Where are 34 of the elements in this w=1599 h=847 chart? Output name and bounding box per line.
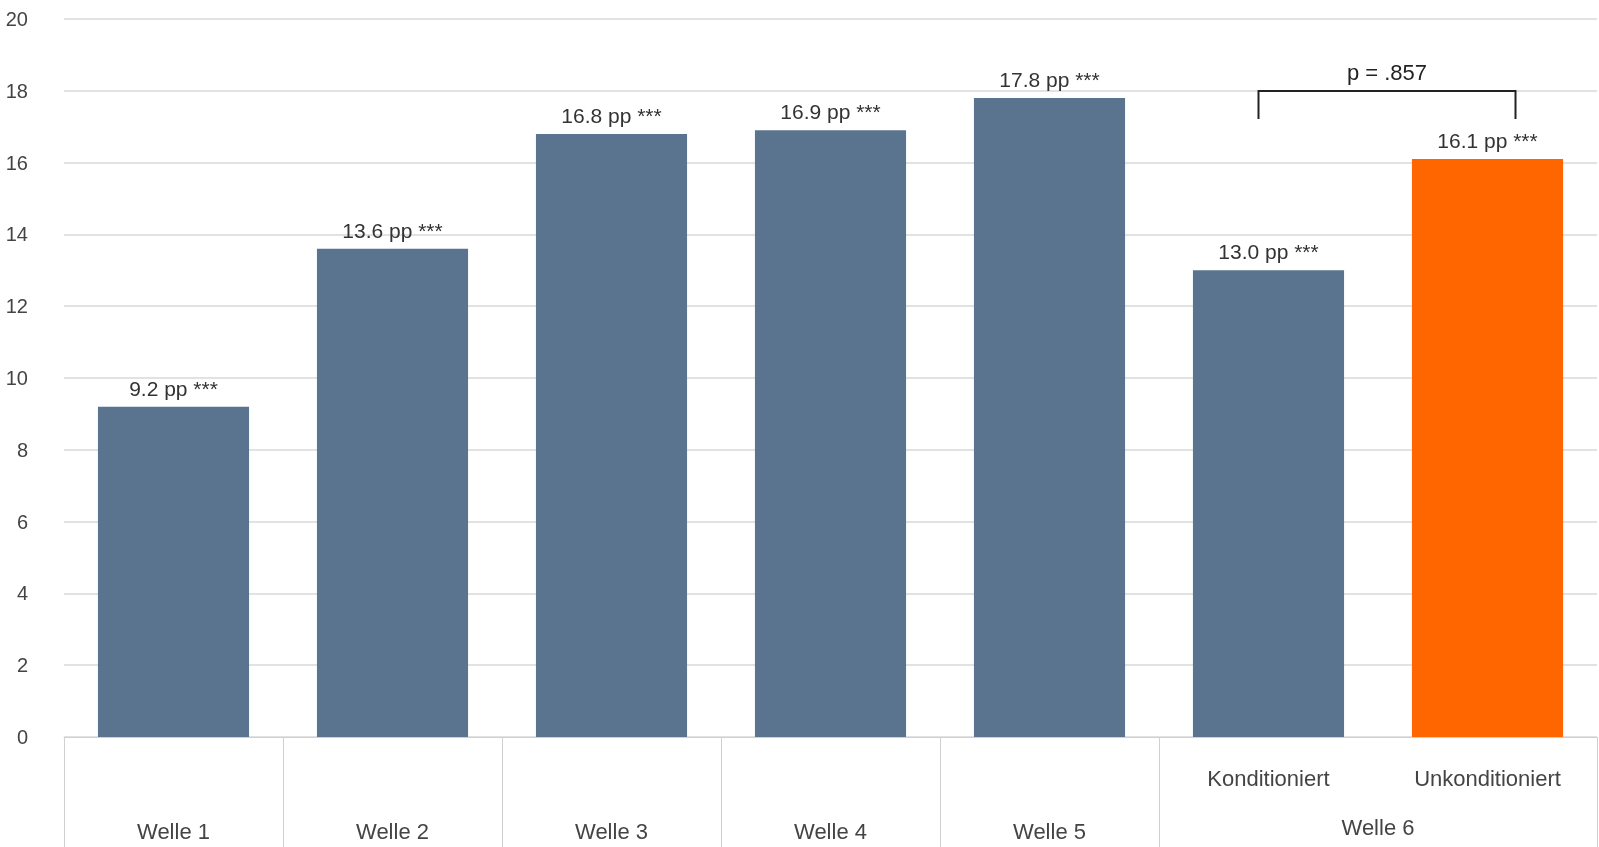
y-tick-label: 10 <box>5 367 28 389</box>
y-tick-label: 18 <box>5 79 28 102</box>
data-label: 13.0 pp *** <box>1218 240 1319 264</box>
data-label: 16.9 pp *** <box>780 100 881 124</box>
data-label: 16.1 pp *** <box>1437 129 1538 153</box>
data-label: 13.6 pp *** <box>342 218 443 242</box>
x-tick-label: Konditioniert <box>1207 765 1330 791</box>
data-label: 17.8 pp *** <box>999 67 1100 91</box>
data-label: 9.2 pp *** <box>129 376 218 400</box>
y-tick-label: 14 <box>5 223 28 246</box>
y-tick-label: 8 <box>16 438 28 461</box>
bar <box>1192 270 1345 737</box>
x-tick-label: Welle 5 <box>1013 818 1086 844</box>
y-tick-label: 2 <box>16 654 28 677</box>
bar <box>1411 159 1564 737</box>
annotation: p = .857 <box>1346 59 1428 85</box>
y-tick-label: 6 <box>16 510 28 533</box>
x-tick-label: Welle 1 <box>137 818 210 844</box>
y-tick-label: 16 <box>5 151 28 174</box>
x-tick-label: Welle 4 <box>794 818 867 844</box>
x-tick-label: Unkonditioniert <box>1414 765 1561 791</box>
y-tick-label: 20 <box>5 8 28 30</box>
bar <box>973 97 1126 737</box>
y-tick-label: 4 <box>16 582 28 605</box>
y-tick-label: 12 <box>5 295 28 318</box>
bar <box>97 406 250 737</box>
y-tick-label: 0 <box>16 726 28 748</box>
bar <box>316 248 469 737</box>
bar <box>535 133 688 737</box>
x-tick-label: Welle 3 <box>575 818 648 844</box>
data-label: 16.8 pp *** <box>561 103 662 127</box>
x-tick-label: Welle 2 <box>356 818 429 844</box>
bar <box>754 130 907 737</box>
text: Welle 6 <box>1341 814 1415 840</box>
